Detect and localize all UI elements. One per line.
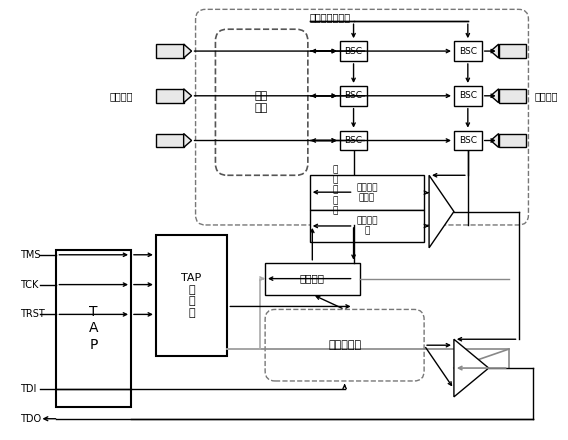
Bar bbox=[310, 175, 424, 210]
Text: 旁路寄存
器: 旁路寄存 器 bbox=[356, 216, 378, 236]
Text: 指令寄存器: 指令寄存器 bbox=[328, 340, 361, 350]
Text: T
A
P: T A P bbox=[89, 305, 98, 352]
Bar bbox=[499, 44, 527, 58]
FancyBboxPatch shape bbox=[265, 309, 424, 381]
Bar bbox=[156, 235, 227, 356]
Text: TRST: TRST bbox=[20, 309, 44, 319]
Polygon shape bbox=[183, 89, 191, 103]
Bar bbox=[499, 134, 527, 147]
Bar bbox=[56, 250, 131, 407]
Polygon shape bbox=[491, 89, 499, 103]
Bar bbox=[265, 263, 360, 294]
Text: 指令译码: 指令译码 bbox=[300, 274, 325, 284]
Text: 数
据
寄
存
器: 数 据 寄 存 器 bbox=[333, 165, 339, 216]
Bar bbox=[310, 210, 424, 242]
Bar bbox=[156, 134, 183, 147]
Text: 芯片
核心: 芯片 核心 bbox=[254, 91, 268, 113]
Bar bbox=[499, 89, 527, 103]
Polygon shape bbox=[183, 134, 191, 147]
Text: BSC: BSC bbox=[459, 47, 477, 55]
Bar bbox=[454, 41, 482, 61]
Bar bbox=[340, 86, 367, 106]
Text: BSC: BSC bbox=[345, 91, 362, 100]
Polygon shape bbox=[429, 175, 454, 248]
Text: TMS: TMS bbox=[20, 250, 40, 260]
Bar bbox=[454, 86, 482, 106]
Text: TDI: TDI bbox=[20, 384, 36, 394]
Text: 边界扫描寄存器: 边界扫描寄存器 bbox=[310, 12, 351, 22]
Polygon shape bbox=[183, 44, 191, 58]
Text: BSC: BSC bbox=[459, 91, 477, 100]
Text: 输出引脚: 输出引脚 bbox=[534, 91, 558, 101]
Text: BSC: BSC bbox=[459, 136, 477, 145]
Bar bbox=[454, 131, 482, 150]
Text: TCK: TCK bbox=[20, 279, 38, 290]
Polygon shape bbox=[491, 134, 499, 147]
Text: TAP
控
制
器: TAP 控 制 器 bbox=[181, 273, 202, 318]
Text: 输入引脚: 输入引脚 bbox=[109, 91, 133, 101]
FancyBboxPatch shape bbox=[215, 29, 308, 175]
Polygon shape bbox=[491, 44, 499, 58]
Text: 器件标识
寄存器: 器件标识 寄存器 bbox=[356, 183, 378, 202]
Bar bbox=[340, 131, 367, 150]
Bar bbox=[156, 89, 183, 103]
Bar bbox=[156, 44, 183, 58]
Text: TDO: TDO bbox=[20, 414, 41, 424]
Bar bbox=[340, 41, 367, 61]
Polygon shape bbox=[454, 339, 488, 397]
Text: BSC: BSC bbox=[345, 47, 362, 55]
Text: BSC: BSC bbox=[345, 136, 362, 145]
